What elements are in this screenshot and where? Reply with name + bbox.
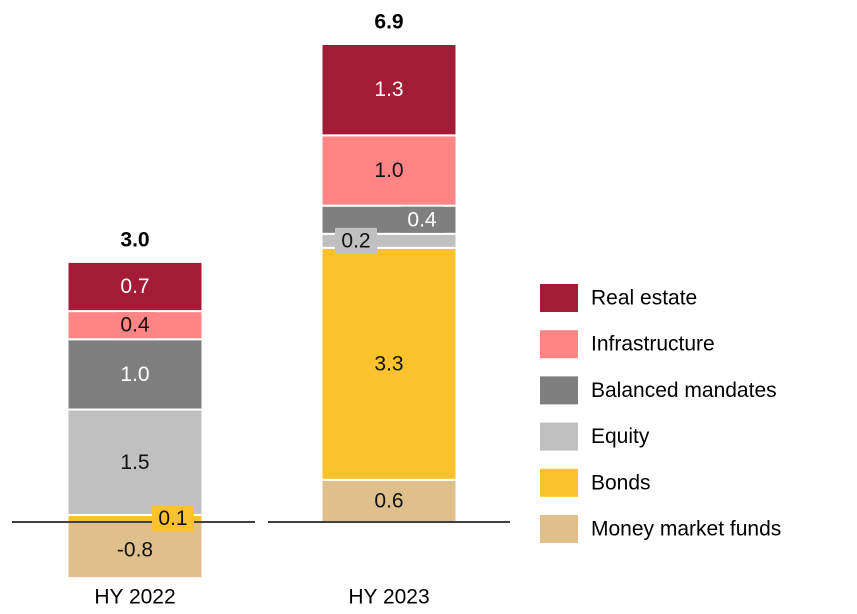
value-label: -0.8: [117, 539, 153, 562]
legend-label: Equity: [591, 425, 650, 448]
value-label: 0.2: [341, 229, 370, 252]
value-label: 1.5: [120, 451, 149, 474]
bar-segment: [66, 338, 204, 411]
value-label: 0.1: [158, 507, 187, 530]
total-label: 6.9: [374, 11, 403, 34]
x-tick-label: HY 2022: [94, 586, 175, 609]
legend-label: Balanced mandates: [591, 379, 777, 402]
legend-swatch: [540, 284, 578, 312]
bar-segment: [320, 246, 458, 481]
total-label: 3.0: [120, 228, 149, 251]
label-box: [152, 505, 194, 532]
x-tick-label: HY 2023: [348, 586, 429, 609]
label-box: [335, 227, 377, 254]
value-label: 0.4: [120, 314, 150, 337]
legend-label: Real estate: [591, 287, 697, 310]
legend-swatch: [540, 330, 578, 359]
value-label: 0.6: [374, 489, 403, 512]
value-label: 1.3: [374, 78, 403, 101]
value-label: 3.3: [374, 352, 403, 375]
value-label: 0.7: [120, 275, 149, 298]
legend-swatch: [540, 422, 578, 451]
legend-label: Money market funds: [591, 518, 781, 541]
label-box: [114, 312, 156, 339]
legend-swatch: [540, 376, 578, 405]
bar-segment: [320, 134, 458, 207]
legend-swatch: [540, 468, 578, 497]
bar-segment: [320, 43, 458, 137]
label-box: [401, 206, 443, 233]
value-label: 1.0: [120, 363, 149, 386]
legend-label: Bonds: [591, 471, 651, 494]
value-label: 0.4: [407, 208, 437, 231]
value-label: 1.0: [374, 159, 403, 182]
legend-label: Infrastructure: [591, 333, 715, 356]
bar-segment: [320, 478, 458, 523]
legend-swatch: [540, 515, 578, 543]
bar-segment: [66, 408, 204, 516]
bar-segment: [66, 260, 204, 313]
